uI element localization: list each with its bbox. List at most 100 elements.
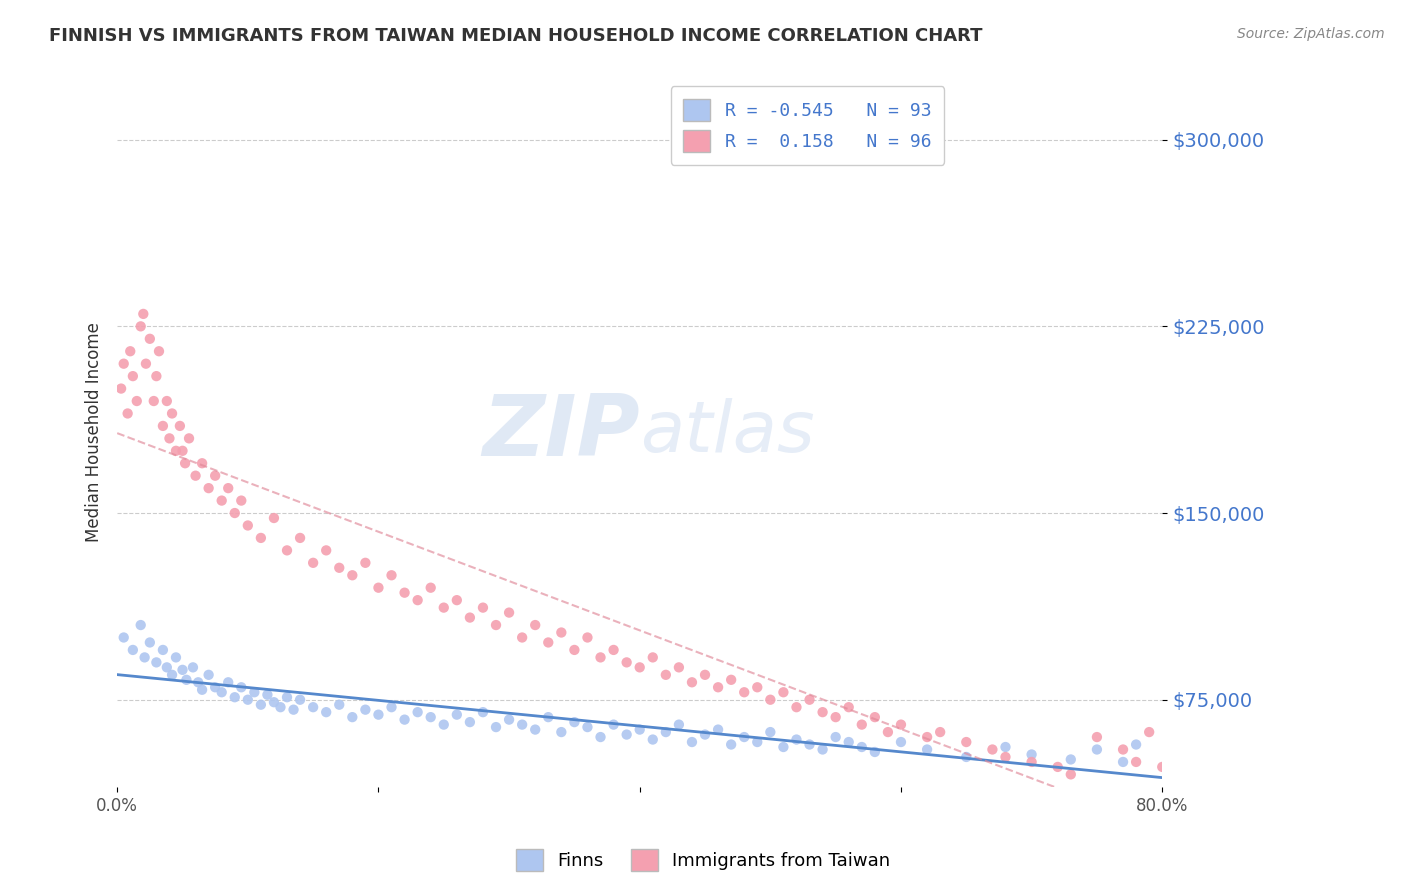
Point: [955, 750, 977, 764]
Point: [616, 656, 638, 670]
Point: [142, 394, 165, 409]
Point: [446, 707, 468, 722]
Point: [681, 735, 703, 749]
Point: [720, 673, 742, 687]
Point: [394, 713, 416, 727]
Point: [655, 725, 678, 739]
Point: [510, 631, 533, 645]
Point: [707, 680, 730, 694]
Point: [1021, 755, 1043, 769]
Point: [197, 668, 219, 682]
Point: [1164, 764, 1187, 779]
Point: [145, 656, 167, 670]
Point: [204, 680, 226, 694]
Point: [759, 692, 782, 706]
Point: [981, 742, 1004, 756]
Point: [419, 710, 441, 724]
Point: [380, 700, 402, 714]
Point: [211, 493, 233, 508]
Point: [1137, 725, 1160, 739]
Point: [134, 650, 156, 665]
Point: [537, 635, 560, 649]
Point: [288, 531, 311, 545]
Point: [785, 732, 807, 747]
Point: [458, 610, 481, 624]
Point: [733, 730, 755, 744]
Point: [915, 742, 938, 756]
Point: [799, 692, 821, 706]
Point: [863, 745, 886, 759]
Point: [191, 682, 214, 697]
Point: [589, 650, 612, 665]
Point: [406, 705, 429, 719]
Point: [250, 698, 273, 712]
Point: [994, 750, 1017, 764]
Point: [129, 319, 152, 334]
Text: FINNISH VS IMMIGRANTS FROM TAIWAN MEDIAN HOUSEHOLD INCOME CORRELATION CHART: FINNISH VS IMMIGRANTS FROM TAIWAN MEDIAN…: [49, 27, 983, 45]
Point: [824, 710, 846, 724]
Point: [628, 660, 651, 674]
Point: [890, 735, 912, 749]
Point: [824, 730, 846, 744]
Text: Source: ZipAtlas.com: Source: ZipAtlas.com: [1237, 27, 1385, 41]
Point: [125, 394, 148, 409]
Point: [224, 506, 246, 520]
Point: [176, 673, 198, 687]
Point: [191, 456, 214, 470]
Point: [406, 593, 429, 607]
Point: [367, 581, 389, 595]
Point: [693, 728, 716, 742]
Point: [184, 468, 207, 483]
Point: [747, 680, 769, 694]
Point: [204, 468, 226, 483]
Point: [112, 357, 135, 371]
Point: [471, 705, 494, 719]
Point: [458, 715, 481, 730]
Point: [863, 710, 886, 724]
Point: [811, 742, 834, 756]
Point: [602, 643, 624, 657]
Point: [394, 585, 416, 599]
Legend: Finns, Immigrants from Taiwan: Finns, Immigrants from Taiwan: [509, 842, 897, 879]
Point: [1021, 747, 1043, 762]
Point: [211, 685, 233, 699]
Point: [471, 600, 494, 615]
Point: [181, 660, 204, 674]
Point: [263, 695, 285, 709]
Point: [250, 531, 273, 545]
Point: [772, 685, 794, 699]
Point: [135, 357, 157, 371]
Point: [498, 606, 520, 620]
Point: [236, 692, 259, 706]
Point: [117, 407, 139, 421]
Point: [851, 717, 873, 731]
Point: [165, 650, 187, 665]
Point: [156, 394, 179, 409]
Point: [217, 481, 239, 495]
Point: [1152, 760, 1174, 774]
Point: [342, 710, 364, 724]
Point: [172, 443, 194, 458]
Point: [152, 418, 174, 433]
Point: [838, 735, 860, 749]
Point: [302, 700, 325, 714]
Point: [1125, 738, 1147, 752]
Point: [433, 600, 456, 615]
Point: [524, 723, 547, 737]
Point: [160, 407, 183, 421]
Point: [269, 700, 291, 714]
Point: [576, 631, 599, 645]
Point: [1060, 767, 1083, 781]
Point: [177, 431, 200, 445]
Point: [256, 688, 278, 702]
Point: [328, 561, 350, 575]
Point: [302, 556, 325, 570]
Point: [217, 675, 239, 690]
Point: [955, 735, 977, 749]
Point: [1112, 755, 1135, 769]
Point: [139, 332, 162, 346]
Point: [799, 738, 821, 752]
Point: [602, 717, 624, 731]
Point: [283, 703, 305, 717]
Point: [121, 643, 143, 657]
